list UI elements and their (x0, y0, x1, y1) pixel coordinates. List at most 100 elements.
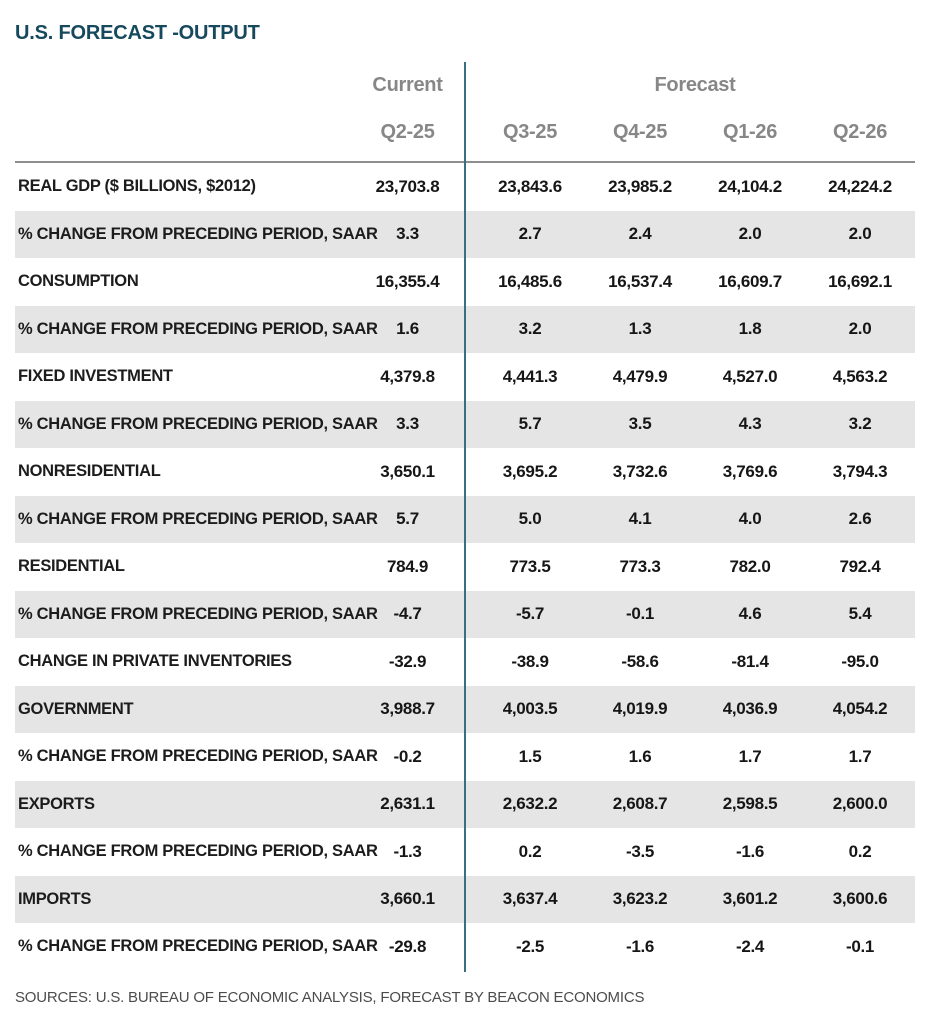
cell-value: -32.9 (388, 651, 427, 671)
cell-value: 3.2 (848, 414, 872, 434)
cell-value: 1.7 (738, 746, 762, 766)
cell-value: 2.6 (848, 509, 872, 529)
column-header: Q1-26 (722, 121, 778, 143)
cell-value: 3,601.2 (722, 889, 778, 909)
cell-value: 3,769.6 (722, 461, 778, 481)
cell-value: 16,692.1 (828, 271, 892, 291)
cell-value: 4.0 (738, 509, 762, 529)
column-group-current: Current (372, 74, 443, 96)
cell-value: -0.2 (393, 746, 422, 766)
cell-value: 3,988.7 (380, 699, 435, 719)
cell-value: 4,479.9 (612, 366, 668, 386)
cell-value: 23,843.6 (498, 176, 562, 196)
cell-value: 3.2 (518, 319, 542, 339)
current-forecast-divider-line (464, 62, 466, 972)
column-header: Q2-25 (380, 121, 435, 143)
cell-value: -2.4 (735, 936, 765, 956)
column-group-forecast: Forecast (654, 74, 736, 96)
row-label: % CHANGE FROM PRECEDING PERIOD, SAAR (18, 604, 378, 623)
column-header: Q2-26 (832, 121, 888, 143)
cell-value: 5.7 (396, 509, 419, 529)
column-header: Q4-25 (612, 121, 668, 143)
cell-value: 2.0 (738, 224, 762, 244)
cell-value: 4,036.9 (722, 699, 778, 719)
quarter-header-row: Q2-25 Q3-25 Q4-25 Q1-26 Q2-26 (15, 121, 915, 144)
cell-value: 16,355.4 (375, 271, 440, 291)
cell-value: 1.5 (518, 746, 542, 766)
row-label: GOVERNMENT (18, 699, 134, 718)
cell-value: -1.6 (735, 841, 765, 861)
row-label: REAL GDP ($ BILLIONS, $2012) (18, 177, 256, 196)
row-label: NONRESIDENTIAL (18, 462, 161, 481)
cell-value: 784.9 (386, 556, 429, 576)
row-label: IMPORTS (18, 889, 92, 908)
column-group-row: Current Forecast (15, 74, 915, 97)
cell-value: 1.7 (848, 746, 872, 766)
table-row: NONRESIDENTIAL 3,650.1 3,695.2 3,732.6 3… (15, 448, 915, 496)
cell-value: 3,637.4 (502, 889, 558, 909)
cell-value: 3,732.6 (612, 461, 668, 481)
cell-value: 2.4 (628, 224, 652, 244)
cell-value: 2.0 (848, 319, 872, 339)
cell-value: 4,019.9 (612, 699, 668, 719)
cell-value: 16,485.6 (498, 271, 562, 291)
row-label: % CHANGE FROM PRECEDING PERIOD, SAAR (18, 224, 378, 243)
cell-value: -38.9 (511, 651, 549, 671)
cell-value: -3.5 (625, 841, 655, 861)
table-row: RESIDENTIAL 784.9 773.5 773.3 782.0 792.… (15, 543, 915, 591)
table-row: % CHANGE FROM PRECEDING PERIOD, SAAR -1.… (15, 828, 915, 876)
column-header: Q3-25 (502, 121, 558, 143)
cell-value: 2,632.2 (502, 794, 558, 814)
cell-value: 4,441.3 (502, 366, 558, 386)
cell-value: 0.2 (848, 841, 872, 861)
cell-value: -0.1 (625, 604, 655, 624)
cell-value: 3,600.6 (832, 889, 888, 909)
cell-value: -29.8 (388, 936, 427, 956)
row-label: % CHANGE FROM PRECEDING PERIOD, SAAR (18, 842, 378, 861)
row-label: CONSUMPTION (18, 272, 139, 291)
table-row: CHANGE IN PRIVATE INVENTORIES -32.9 -38.… (15, 638, 915, 686)
cell-value: 4,003.5 (502, 699, 558, 719)
cell-value: 4.1 (628, 509, 652, 529)
cell-value: 3.5 (628, 414, 652, 434)
cell-value: 4,563.2 (832, 366, 888, 386)
cell-value: -1.6 (625, 936, 655, 956)
cell-value: 3,660.1 (380, 889, 435, 909)
cell-value: 0.2 (518, 841, 542, 861)
cell-value: 3,650.1 (380, 461, 435, 481)
row-label: % CHANGE FROM PRECEDING PERIOD, SAAR (18, 414, 378, 433)
cell-value: 773.3 (619, 556, 661, 576)
row-label: % CHANGE FROM PRECEDING PERIOD, SAAR (18, 747, 378, 766)
cell-value: 4,054.2 (832, 699, 888, 719)
cell-value: -95.0 (841, 651, 879, 671)
table-row: % CHANGE FROM PRECEDING PERIOD, SAAR -29… (15, 923, 915, 971)
cell-value: 5.0 (518, 509, 542, 529)
cell-value: -5.7 (515, 604, 545, 624)
source-note: SOURCES: U.S. BUREAU OF ECONOMIC ANALYSI… (15, 989, 645, 1006)
cell-value: 4.3 (738, 414, 762, 434)
cell-value: 2.7 (518, 224, 542, 244)
cell-value: 2.0 (848, 224, 872, 244)
cell-value: 4,527.0 (722, 366, 778, 386)
cell-value: 3,794.3 (832, 461, 888, 481)
cell-value: 2,600.0 (832, 794, 888, 814)
cell-value: 782.0 (729, 556, 771, 576)
cell-value: -0.1 (845, 936, 875, 956)
cell-value: 1.6 (628, 746, 652, 766)
cell-value: -2.5 (515, 936, 545, 956)
cell-value: 3,695.2 (502, 461, 558, 481)
cell-value: 1.8 (738, 319, 762, 339)
row-label: % CHANGE FROM PRECEDING PERIOD, SAAR (18, 509, 378, 528)
cell-value: 773.5 (509, 556, 551, 576)
page-title: U.S. FORECAST -OUTPUT (15, 22, 260, 44)
cell-value: 16,609.7 (718, 271, 782, 291)
row-label: FIXED INVESTMENT (18, 367, 173, 386)
cell-value: 792.4 (839, 556, 881, 576)
cell-value: 2,608.7 (612, 794, 668, 814)
cell-value: 1.6 (396, 319, 419, 339)
table-row: % CHANGE FROM PRECEDING PERIOD, SAAR -0.… (15, 733, 915, 781)
row-label: % CHANGE FROM PRECEDING PERIOD, SAAR (18, 319, 378, 338)
cell-value: 3.3 (396, 224, 419, 244)
cell-value: -81.4 (731, 651, 769, 671)
